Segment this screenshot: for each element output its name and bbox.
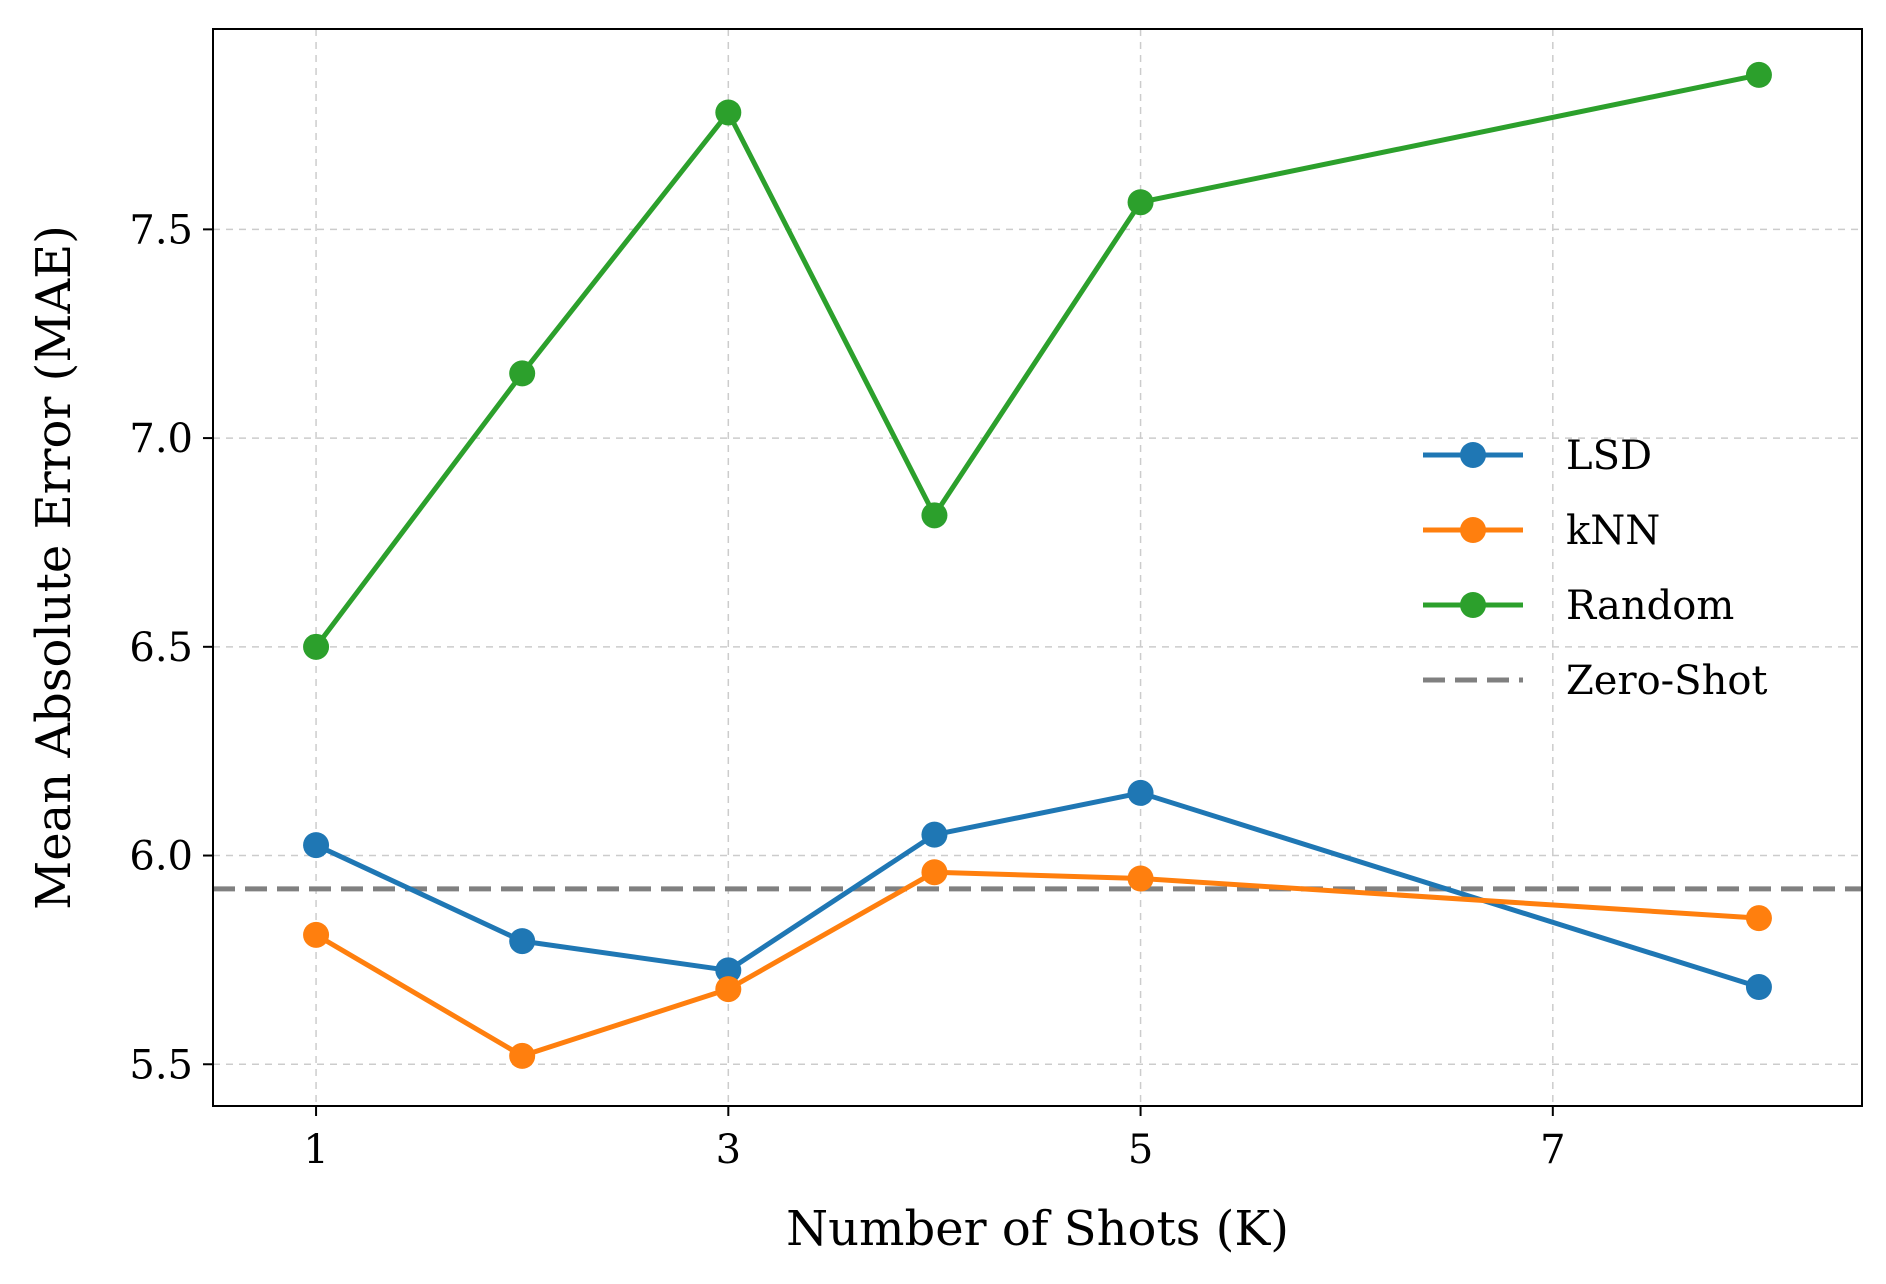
legend: LSD kNN Random Zero-Shot bbox=[1423, 433, 1768, 704]
data-point-random bbox=[921, 502, 948, 529]
x-tick-label: 5 bbox=[1128, 1127, 1153, 1173]
data-point-random bbox=[1745, 61, 1772, 88]
data-point-knn bbox=[921, 859, 948, 886]
y-tick-label: 7.0 bbox=[129, 416, 193, 462]
grid bbox=[213, 29, 1862, 1106]
legend-label-knn: kNN bbox=[1566, 508, 1660, 554]
data-point-lsd bbox=[509, 928, 536, 955]
data-point-random bbox=[715, 99, 742, 126]
data-point-knn bbox=[303, 921, 330, 948]
legend-item-random: Random bbox=[1423, 583, 1734, 629]
series bbox=[303, 61, 1772, 1069]
legend-label-zero-shot: Zero-Shot bbox=[1566, 658, 1768, 704]
legend-item-knn: kNN bbox=[1423, 508, 1660, 554]
legend-item-zero-shot: Zero-Shot bbox=[1423, 658, 1768, 704]
series-line-knn bbox=[313, 869, 1762, 1059]
data-point-knn bbox=[1745, 905, 1772, 932]
series-lsd bbox=[303, 779, 1772, 1001]
legend-marker-knn bbox=[1460, 517, 1486, 543]
data-point-knn bbox=[715, 976, 742, 1003]
ticks: 1 3 5 7 5.5 6.0 6.5 7.0 7.5 bbox=[129, 207, 1565, 1173]
data-point-lsd bbox=[303, 832, 330, 859]
data-point-lsd bbox=[1127, 779, 1154, 806]
legend-marker-random bbox=[1460, 592, 1486, 618]
y-tick-label: 6.5 bbox=[129, 625, 193, 671]
data-point-knn bbox=[509, 1042, 536, 1069]
data-point-random bbox=[509, 360, 536, 387]
series-line-lsd bbox=[313, 790, 1762, 990]
legend-label-random: Random bbox=[1566, 583, 1734, 629]
data-point-random bbox=[1127, 189, 1154, 216]
y-axis-title: Mean Absolute Error (MAE) bbox=[26, 225, 82, 910]
x-tick-label: 7 bbox=[1540, 1127, 1565, 1173]
data-point-lsd bbox=[921, 821, 948, 848]
legend-label-lsd: LSD bbox=[1566, 433, 1652, 479]
data-point-lsd bbox=[1745, 974, 1772, 1001]
series-line-random bbox=[313, 72, 1762, 650]
x-tick-label: 1 bbox=[303, 1127, 328, 1173]
data-point-knn bbox=[1127, 865, 1154, 892]
series-knn bbox=[303, 859, 1772, 1069]
y-tick-label: 6.0 bbox=[129, 834, 193, 880]
legend-marker-lsd bbox=[1460, 442, 1486, 468]
x-axis-title: Number of Shots (K) bbox=[786, 1201, 1289, 1257]
legend-item-lsd: LSD bbox=[1423, 433, 1652, 479]
series-random bbox=[303, 61, 1772, 660]
data-point-random bbox=[303, 633, 330, 660]
x-tick-label: 3 bbox=[716, 1127, 741, 1173]
data-point-lsd bbox=[715, 957, 742, 984]
y-tick-label: 7.5 bbox=[129, 207, 193, 253]
y-tick-label: 5.5 bbox=[129, 1042, 193, 1088]
plot-frame bbox=[212, 28, 1863, 1107]
